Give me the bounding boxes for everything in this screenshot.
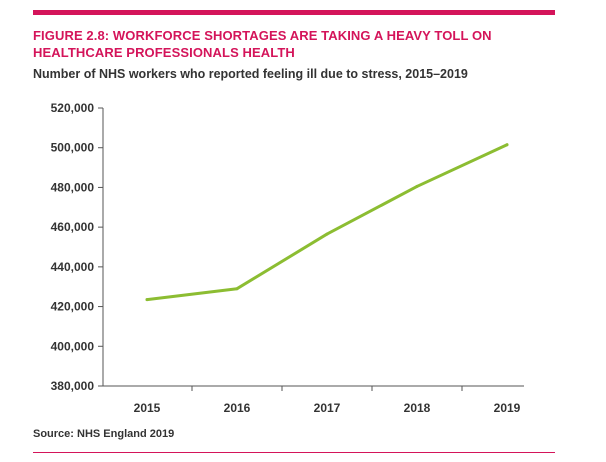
y-tick-label: 480,000 bbox=[51, 180, 95, 194]
y-tick-label: 380,000 bbox=[51, 379, 95, 393]
data-point bbox=[145, 298, 149, 302]
top-accent-rule bbox=[33, 10, 555, 15]
data-point bbox=[415, 184, 419, 188]
figure-title: FIGURE 2.8: WORKFORCE SHORTAGES ARE TAKI… bbox=[33, 28, 492, 60]
x-tick-label: 2018 bbox=[404, 401, 431, 415]
y-tick-label: 440,000 bbox=[51, 260, 95, 274]
y-tick-label: 500,000 bbox=[51, 141, 95, 155]
x-axis: 2015 2016 2017 2018 2019 bbox=[103, 385, 524, 415]
data-point bbox=[505, 143, 509, 147]
source-note: Source: NHS England 2019 bbox=[33, 428, 175, 440]
series-line bbox=[145, 143, 509, 302]
figure-subtitle: Number of NHS workers who reported feeli… bbox=[33, 67, 468, 81]
y-axis: 380,000 400,000 420,000 440,000 460,000 480,0… bbox=[51, 101, 104, 393]
y-tick-label: 420,000 bbox=[51, 300, 95, 314]
series-layer bbox=[145, 143, 509, 302]
y-tick-label: 400,000 bbox=[51, 339, 95, 353]
x-tick-label: 2017 bbox=[314, 401, 341, 415]
data-point bbox=[325, 232, 329, 236]
bottom-accent-rule bbox=[33, 452, 555, 453]
y-tick-label: 460,000 bbox=[51, 220, 95, 234]
x-tick-label: 2016 bbox=[224, 401, 251, 415]
line-chart: 380,000 400,000 420,000 440,000 460,000 480,0… bbox=[51, 101, 524, 415]
x-tick-label: 2019 bbox=[494, 401, 521, 415]
y-tick-label: 520,000 bbox=[51, 101, 95, 115]
data-point bbox=[235, 287, 239, 291]
x-tick-label: 2015 bbox=[134, 401, 161, 415]
